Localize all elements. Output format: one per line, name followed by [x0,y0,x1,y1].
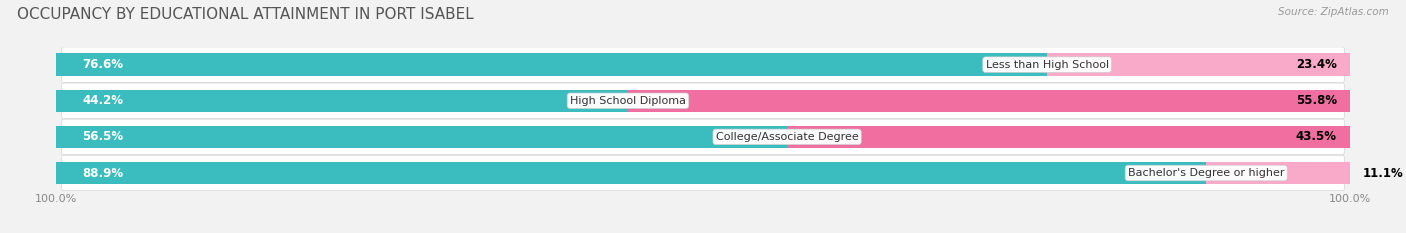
Bar [56,53,1047,76]
Text: 23.4%: 23.4% [1296,58,1337,71]
Text: 44.2%: 44.2% [82,94,124,107]
Bar [1206,162,1350,184]
Bar [787,126,1350,148]
Bar [1047,53,1350,76]
Text: 11.1%: 11.1% [1362,167,1403,179]
Text: 88.9%: 88.9% [82,167,124,179]
Text: OCCUPANCY BY EDUCATIONAL ATTAINMENT IN PORT ISABEL: OCCUPANCY BY EDUCATIONAL ATTAINMENT IN P… [17,7,474,22]
Text: 55.8%: 55.8% [1296,94,1337,107]
Text: 56.5%: 56.5% [82,130,124,143]
Text: 43.5%: 43.5% [1296,130,1337,143]
FancyBboxPatch shape [62,155,1344,191]
Text: High School Diploma: High School Diploma [569,96,686,106]
Bar [56,162,1206,184]
FancyBboxPatch shape [62,47,1344,82]
Bar [56,126,787,148]
Bar [56,89,628,112]
Text: Less than High School: Less than High School [986,60,1109,70]
Text: Source: ZipAtlas.com: Source: ZipAtlas.com [1278,7,1389,17]
Text: College/Associate Degree: College/Associate Degree [716,132,859,142]
FancyBboxPatch shape [62,119,1344,154]
Text: 76.6%: 76.6% [82,58,124,71]
Bar [628,89,1350,112]
FancyBboxPatch shape [62,83,1344,118]
Text: Bachelor's Degree or higher: Bachelor's Degree or higher [1128,168,1285,178]
